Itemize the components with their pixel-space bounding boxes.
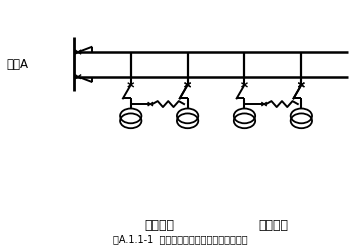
Text: 变电站甲: 变电站甲 — [144, 219, 174, 232]
Text: 变电站乙: 变电站乙 — [258, 219, 288, 232]
Text: 图A.1.1-1  单侧电源双回供电高压架空配电网: 图A.1.1-1 单侧电源双回供电高压架空配电网 — [113, 234, 248, 244]
Text: 电源A: 电源A — [6, 58, 28, 71]
